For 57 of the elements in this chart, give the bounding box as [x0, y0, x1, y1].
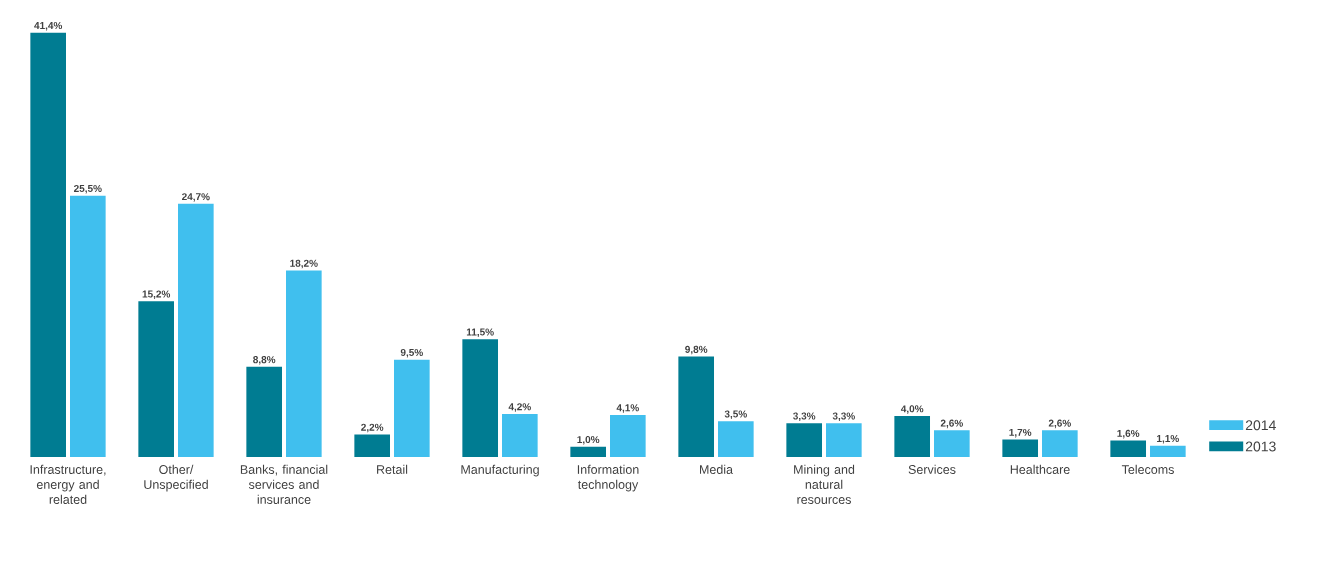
bar: [1150, 445, 1186, 457]
bar: [178, 203, 214, 457]
x-tick-label: Healthcare: [1010, 464, 1070, 474]
bar: [786, 423, 823, 457]
data-label: 1,7%: [1009, 428, 1032, 438]
data-label: 24,7%: [181, 193, 210, 202]
bar: [70, 195, 106, 457]
data-label: 41,4%: [34, 22, 63, 31]
x-tick-label: Information technology: [577, 464, 639, 492]
bar: [30, 32, 66, 457]
x-tick-label: Manufacturing: [461, 464, 539, 477]
x-tick-label: Banks, financial services and insurance: [240, 464, 328, 504]
data-label: 9,8%: [685, 345, 708, 355]
x-tick-label: Services: [908, 464, 956, 474]
bar: [678, 356, 715, 457]
x-tick-label: Telecoms: [1121, 464, 1174, 474]
bar: [394, 359, 430, 457]
data-label: 2,2%: [361, 423, 384, 433]
x-tick-label: Retail: [377, 464, 408, 474]
bar: [354, 434, 390, 457]
bar: [894, 416, 931, 457]
data-label: 4,1%: [616, 404, 639, 413]
data-label: 3,3%: [793, 412, 816, 421]
bar: [246, 366, 282, 457]
bar: [1002, 439, 1039, 457]
data-label: 1,1%: [1157, 435, 1179, 444]
data-label: 9,5%: [400, 348, 423, 358]
data-label: 3,5%: [724, 410, 747, 419]
data-label: 15,2%: [142, 290, 171, 300]
bar: [826, 423, 862, 457]
bar: [286, 270, 322, 457]
legend-label: 2014: [1245, 420, 1276, 431]
bar: [1110, 440, 1147, 457]
data-label: 1,6%: [1117, 429, 1140, 439]
data-label: 4,2%: [508, 403, 531, 412]
bar: [934, 430, 970, 457]
bar: [502, 413, 538, 457]
data-label: 4,0%: [900, 405, 924, 414]
bar: [570, 446, 606, 457]
data-label: 18,2%: [290, 259, 318, 269]
x-tick-label: Infrastructure, energy and related: [30, 464, 106, 504]
bar: [610, 414, 646, 457]
x-tick-label: Mining and natural resources: [794, 464, 855, 504]
x-tick-label: Other/ Unspecified: [144, 464, 208, 492]
data-label: 11,5%: [466, 328, 494, 337]
bar: [138, 301, 174, 457]
data-label: 8,8%: [253, 356, 276, 365]
legend-label: 2013: [1245, 441, 1276, 452]
data-label: 1,0%: [577, 436, 600, 445]
x-tick-label: Media: [700, 464, 734, 474]
data-label: 3,3%: [832, 412, 855, 421]
data-label: 25,5%: [73, 184, 102, 194]
bar: [1042, 430, 1078, 457]
data-label: 2,6%: [940, 419, 963, 429]
bar: [462, 339, 498, 457]
data-label: 2,6%: [1048, 419, 1071, 429]
bar: [718, 421, 754, 457]
